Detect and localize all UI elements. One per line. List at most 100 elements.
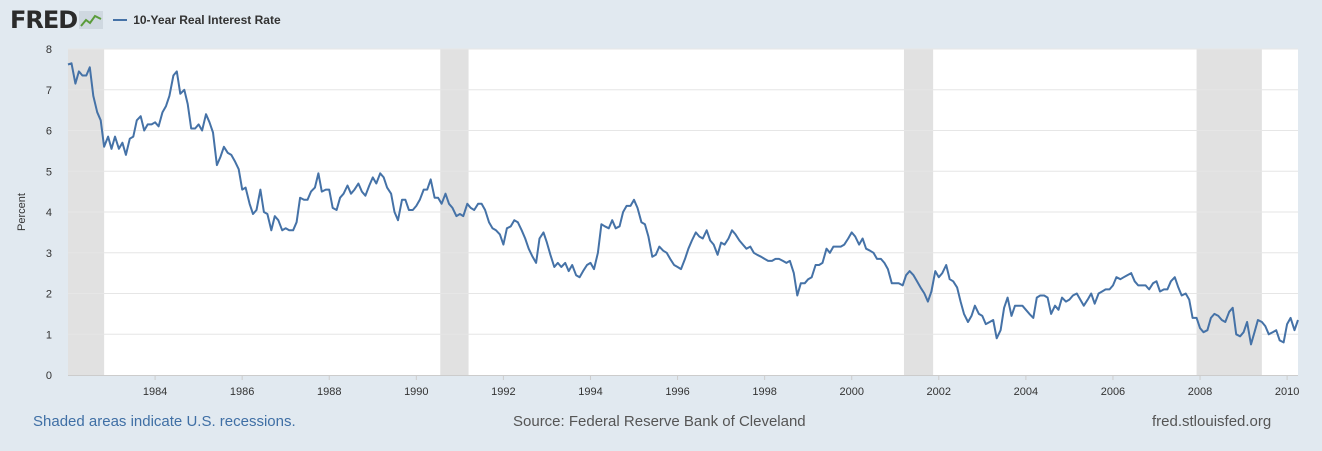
data-point (187, 103, 189, 105)
data-point (680, 268, 682, 270)
data-point (836, 246, 838, 248)
data-point (1101, 290, 1103, 292)
data-point (172, 74, 174, 76)
data-point (1177, 286, 1179, 288)
data-point (274, 215, 276, 217)
data-point (462, 215, 464, 217)
data-point (1058, 309, 1060, 311)
recession-note: Shaded areas indicate U.S. recessions. (33, 413, 296, 430)
data-point (829, 252, 831, 254)
data-point (412, 209, 414, 211)
data-point (847, 237, 849, 239)
y-tick-label: 6 (46, 126, 52, 138)
data-point (415, 205, 417, 207)
data-point (677, 266, 679, 268)
data-point (129, 138, 131, 140)
data-point (815, 264, 817, 266)
x-tick-label: 2006 (1101, 386, 1125, 398)
data-point (756, 254, 758, 256)
data-point (78, 70, 80, 72)
data-point (125, 154, 127, 156)
data-point (745, 248, 747, 250)
x-tick-label: 1996 (665, 386, 689, 398)
data-point (851, 231, 853, 233)
data-point (1221, 319, 1223, 321)
data-point (1126, 274, 1128, 276)
data-point (1163, 288, 1165, 290)
data-point (241, 189, 243, 191)
data-point (238, 168, 240, 170)
data-point (121, 142, 123, 144)
y-tick-label: 7 (46, 85, 52, 97)
data-point (321, 191, 323, 193)
data-point (1021, 305, 1023, 307)
data-point (404, 199, 406, 201)
data-point (1206, 329, 1208, 331)
x-tick-label: 2000 (839, 386, 863, 398)
data-point (996, 337, 998, 339)
data-point (375, 182, 377, 184)
data-point (909, 270, 911, 272)
data-point (158, 125, 160, 127)
data-point (1155, 280, 1157, 282)
data-point (662, 250, 664, 252)
data-point (713, 244, 715, 246)
data-point (807, 278, 809, 280)
data-point (499, 233, 501, 235)
data-point (1115, 276, 1117, 278)
data-point (1159, 290, 1161, 292)
data-point (1192, 317, 1194, 319)
data-point (687, 248, 689, 250)
data-point (880, 258, 882, 260)
data-point (1079, 299, 1081, 301)
data-point (1290, 317, 1292, 319)
data-point (227, 152, 229, 154)
data-point (920, 286, 922, 288)
data-point (151, 123, 153, 125)
data-point (532, 256, 534, 258)
data-point (709, 240, 711, 242)
data-point (644, 223, 646, 225)
data-point (655, 254, 657, 256)
data-point (361, 191, 363, 193)
data-point (368, 185, 370, 187)
data-point (575, 274, 577, 276)
data-point (423, 189, 425, 191)
data-point (219, 156, 221, 158)
data-point (891, 282, 893, 284)
data-point (70, 62, 72, 64)
data-point (85, 74, 87, 76)
data-point (1185, 293, 1187, 295)
data-point (974, 305, 976, 307)
data-point (916, 280, 918, 282)
data-point (822, 262, 824, 264)
data-point (484, 209, 486, 211)
data-point (506, 227, 508, 229)
fred-logo[interactable]: FRED (10, 6, 78, 34)
data-point (1239, 335, 1241, 337)
data-point (1028, 313, 1030, 315)
data-point (310, 191, 312, 193)
data-point (1068, 299, 1070, 301)
data-point (913, 274, 915, 276)
data-point (1272, 331, 1274, 333)
data-point (1083, 305, 1085, 307)
data-point (426, 189, 428, 191)
data-point (1025, 309, 1027, 311)
data-point (666, 252, 668, 254)
data-point (140, 115, 142, 117)
data-point (651, 256, 653, 258)
data-point (328, 189, 330, 191)
data-point (510, 225, 512, 227)
data-point (669, 258, 671, 260)
y-axis-label: Percent (16, 193, 28, 231)
data-point (582, 270, 584, 272)
data-point (597, 252, 599, 254)
source-url-link[interactable]: fred.stlouisfed.org (1152, 413, 1272, 430)
data-point (1145, 284, 1147, 286)
data-point (1174, 276, 1176, 278)
data-point (615, 227, 617, 229)
data-point (1275, 329, 1277, 331)
data-point (1072, 295, 1074, 297)
data-point (934, 270, 936, 272)
